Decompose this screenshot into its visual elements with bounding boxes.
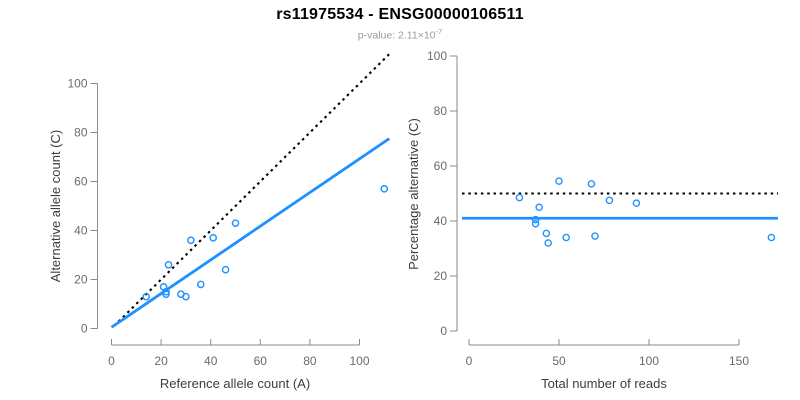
- data-point: [542, 229, 551, 238]
- y-tick-label: 20: [434, 269, 448, 283]
- data-point: [515, 193, 524, 202]
- y-tick-label: 80: [74, 126, 88, 140]
- data-point: [587, 180, 596, 188]
- y-tick-label: 100: [67, 77, 87, 91]
- x-tick-label: 150: [729, 354, 749, 368]
- fit-line: [110, 137, 391, 329]
- y-tick-label: 60: [434, 159, 448, 173]
- data-point: [380, 185, 389, 193]
- x-tick-label: 80: [303, 354, 317, 368]
- data-point: [187, 236, 195, 245]
- y-tick-label: 0: [81, 322, 88, 336]
- data-point: [591, 232, 599, 240]
- x-tick-label: 100: [639, 354, 659, 368]
- data-point: [231, 219, 240, 227]
- y-tick-label: 60: [74, 175, 88, 189]
- data-point: [531, 219, 540, 228]
- y-axis-title: Percentage alternative (C): [406, 118, 421, 270]
- data-point: [544, 239, 553, 247]
- data-point: [555, 177, 563, 185]
- y-tick-label: 0: [440, 324, 447, 338]
- y-tick-label: 20: [74, 273, 88, 287]
- x-tick-label: 100: [349, 354, 369, 368]
- x-tick-label: 40: [204, 354, 218, 368]
- y-tick-label: 40: [434, 214, 448, 228]
- y-axis-title: Alternative allele count (C): [48, 130, 63, 282]
- data-point: [162, 287, 170, 296]
- x-tick-label: 20: [154, 354, 168, 368]
- data-point: [605, 196, 614, 205]
- x-tick-label: 50: [552, 354, 566, 368]
- data-point: [221, 265, 230, 274]
- x-tick-label: 0: [466, 354, 473, 368]
- data-point: [535, 203, 544, 212]
- data-point: [164, 260, 173, 269]
- figure-subtitle: p-value: 2.11×10-7: [0, 27, 800, 42]
- data-point: [209, 234, 217, 242]
- data-point: [531, 215, 540, 224]
- data-point: [562, 233, 571, 242]
- data-point: [767, 233, 776, 242]
- x-axis-title: Total number of reads: [541, 376, 667, 391]
- identity-line: [113, 53, 390, 327]
- data-point: [142, 292, 151, 301]
- data-point: [632, 199, 641, 207]
- percentage-vs-reads-panel: 0 50 100 150 0 20 40 60 80 100 Total number of rea…: [406, 49, 778, 391]
- pvalue-exponent: -7: [435, 27, 443, 36]
- x-tick-label: 0: [108, 354, 115, 368]
- data-point: [162, 290, 170, 299]
- figure-title: rs11975534 - ENSG00000106511: [276, 6, 524, 23]
- pvalue-text: p-value: 2.11×10: [357, 29, 436, 42]
- y-tick-label: 40: [74, 224, 88, 238]
- data-point: [182, 292, 190, 301]
- data-point: [196, 280, 205, 289]
- y-tick-label: 100: [427, 49, 447, 63]
- y-tick-label: 80: [434, 104, 448, 118]
- x-axis-title: Reference allele count (A): [160, 376, 310, 391]
- allele-counts-panel: 0 20 40 60 80 100 0 20 40 60 80 100 Reference allele…: [48, 53, 391, 391]
- x-tick-label: 60: [254, 354, 268, 368]
